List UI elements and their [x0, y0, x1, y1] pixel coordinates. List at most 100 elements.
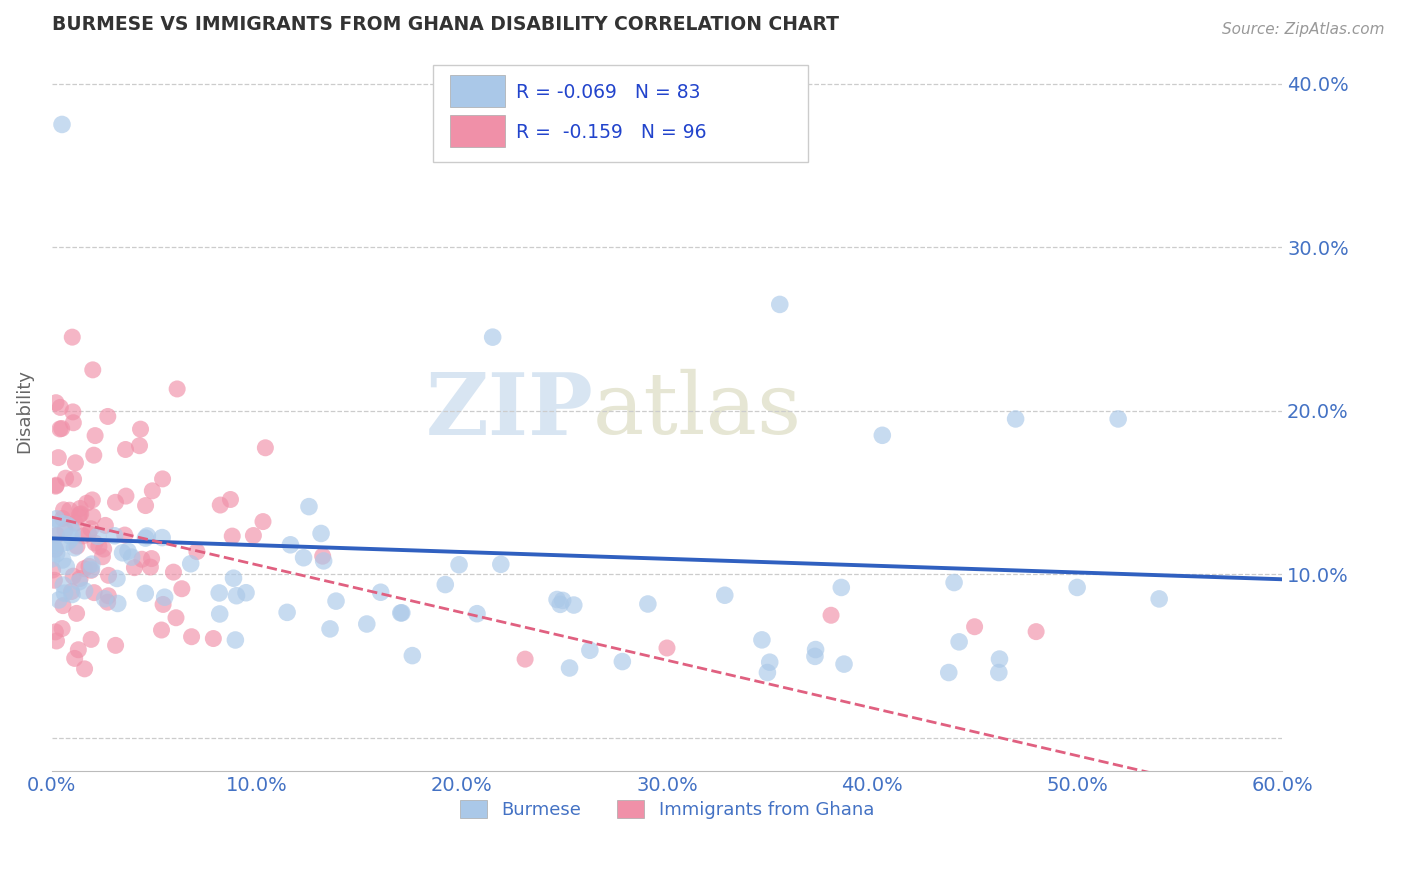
Point: [830, 581, 852, 595]
Point: [42, 538, 65, 552]
Text: BURMESE VS IMMIGRANTS FROM GHANA DISABILITY CORRELATION CHART: BURMESE VS IMMIGRANTS FROM GHANA DISABIL…: [52, 15, 839, 34]
Point: [69, 572, 91, 586]
Point: [948, 635, 970, 649]
Point: [481, 330, 503, 344]
Point: [82, 363, 104, 377]
Point: [83, 448, 105, 462]
Point: [45, 479, 67, 493]
Point: [489, 558, 512, 572]
Point: [131, 552, 153, 566]
Point: [391, 606, 413, 620]
Point: [44, 541, 66, 556]
Point: [276, 605, 298, 619]
Point: [104, 529, 127, 543]
Point: [67, 509, 90, 524]
Point: [55, 471, 77, 485]
Point: [62, 569, 84, 583]
Point: [62, 416, 84, 430]
Point: [52, 578, 75, 592]
Point: [97, 595, 120, 609]
Point: [97, 589, 120, 603]
Point: [221, 529, 243, 543]
Point: [162, 565, 184, 579]
Point: [988, 652, 1011, 666]
FancyBboxPatch shape: [450, 75, 505, 107]
Point: [756, 665, 779, 680]
Text: atlas: atlas: [593, 369, 803, 452]
Point: [1066, 581, 1088, 595]
Point: [938, 665, 960, 680]
Point: [370, 585, 392, 599]
Point: [53, 586, 76, 600]
Point: [804, 649, 827, 664]
Point: [76, 496, 98, 510]
Point: [44, 574, 66, 588]
Point: [637, 597, 659, 611]
Point: [180, 630, 202, 644]
Point: [97, 568, 120, 582]
Point: [45, 634, 67, 648]
Point: [80, 563, 103, 577]
Point: [311, 549, 333, 564]
Point: [165, 611, 187, 625]
Point: [136, 529, 159, 543]
Point: [80, 557, 103, 571]
Point: [134, 586, 156, 600]
Point: [93, 541, 115, 556]
Point: [141, 551, 163, 566]
Point: [758, 655, 780, 669]
Point: [82, 492, 104, 507]
Point: [208, 607, 231, 621]
Point: [104, 639, 127, 653]
Point: [551, 593, 574, 607]
Point: [963, 620, 986, 634]
Point: [73, 562, 96, 576]
Y-axis label: Disability: Disability: [15, 368, 32, 453]
Point: [1025, 624, 1047, 639]
Point: [73, 662, 96, 676]
Point: [63, 541, 86, 555]
Point: [80, 632, 103, 647]
Point: [93, 591, 115, 606]
Point: [152, 472, 174, 486]
Point: [987, 665, 1010, 680]
Point: [67, 642, 90, 657]
Point: [751, 632, 773, 647]
Point: [84, 536, 107, 550]
Point: [562, 598, 585, 612]
Point: [242, 528, 264, 542]
Point: [80, 522, 103, 536]
Point: [114, 442, 136, 457]
Point: [943, 575, 966, 590]
Point: [612, 655, 634, 669]
Point: [219, 492, 242, 507]
Point: [546, 592, 568, 607]
Point: [87, 539, 110, 553]
Point: [114, 528, 136, 542]
Point: [45, 528, 67, 542]
Point: [107, 597, 129, 611]
Point: [804, 642, 827, 657]
Point: [389, 606, 412, 620]
Point: [222, 571, 245, 585]
Point: [298, 500, 321, 514]
Point: [52, 503, 75, 517]
Point: [548, 598, 571, 612]
Point: [769, 297, 792, 311]
Point: [134, 531, 156, 545]
Point: [356, 617, 378, 632]
Point: [292, 550, 315, 565]
Point: [309, 526, 332, 541]
FancyBboxPatch shape: [450, 115, 505, 146]
Point: [280, 538, 302, 552]
Point: [45, 512, 67, 526]
Point: [41, 563, 63, 577]
Point: [60, 330, 83, 344]
Point: [52, 599, 75, 613]
Point: [60, 584, 83, 599]
Point: [83, 585, 105, 599]
Point: [49, 422, 72, 436]
Text: Source: ZipAtlas.com: Source: ZipAtlas.com: [1222, 22, 1385, 37]
Point: [872, 428, 894, 442]
Point: [513, 652, 536, 666]
